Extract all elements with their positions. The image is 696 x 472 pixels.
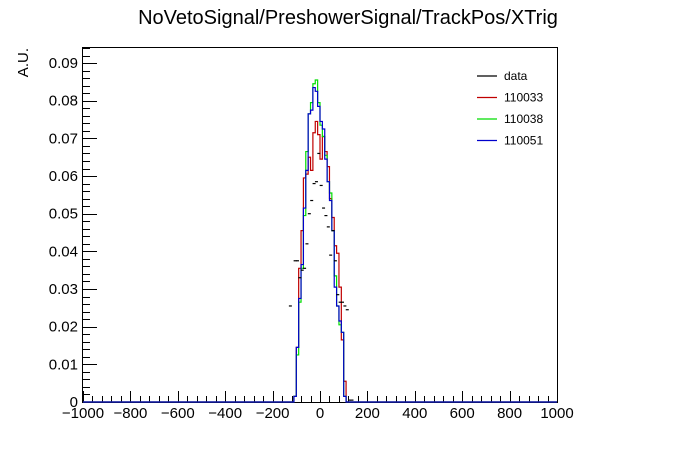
series-110038-line xyxy=(83,79,557,403)
x-tick-label: −600 xyxy=(161,405,195,422)
y-axis: 0 0.01 0.02 0.03 0.04 0.05 0.06 0.07 0.08 0.09 xyxy=(49,48,97,411)
y-tick-label: 0.05 xyxy=(49,206,78,223)
series-110051-line xyxy=(83,86,557,403)
x-tick-label: −800 xyxy=(114,405,148,422)
legend-label-110038: 110038 xyxy=(504,112,543,126)
y-tick-label: 0.07 xyxy=(49,130,78,147)
y-tick-label: 0.01 xyxy=(49,356,78,373)
y-tick-label: 0.09 xyxy=(49,55,78,72)
x-tick-label: 1000 xyxy=(540,405,573,422)
chart-title: NoVetoSignal/PreshowerSignal/TrackPos/XT… xyxy=(138,7,558,29)
y-tick-label: 0.03 xyxy=(49,281,78,298)
x-tick-label: 600 xyxy=(450,405,475,422)
y-axis-title: A.U. xyxy=(15,48,32,77)
y-tick-label: 0.04 xyxy=(49,243,78,260)
legend-label-110033: 110033 xyxy=(504,91,543,105)
plot-area xyxy=(83,79,557,403)
x-tick-label: 800 xyxy=(497,405,522,422)
x-tick-label: −200 xyxy=(256,405,290,422)
plot-frame xyxy=(82,47,558,403)
x-tick-label: 0 xyxy=(316,405,324,422)
y-tick-label: 0.06 xyxy=(49,168,78,185)
y-tick-label: 0.02 xyxy=(49,319,78,336)
x-tick-label: −1000 xyxy=(62,405,104,422)
legend-label-110051: 110051 xyxy=(504,134,543,148)
x-tick-label: 400 xyxy=(402,405,427,422)
legend-label-data: data xyxy=(504,69,528,83)
x-axis: −1000 −800 −600 −400 −200 0 200 400 600 800 1000 xyxy=(62,391,574,422)
series-110033-line xyxy=(83,120,557,403)
y-tick-label: 0 xyxy=(70,394,78,411)
legend: data 110033 110038 110051 xyxy=(477,69,543,148)
x-tick-label: −400 xyxy=(208,405,242,422)
y-tick-label: 0.08 xyxy=(49,93,78,110)
x-tick-label: 200 xyxy=(355,405,380,422)
